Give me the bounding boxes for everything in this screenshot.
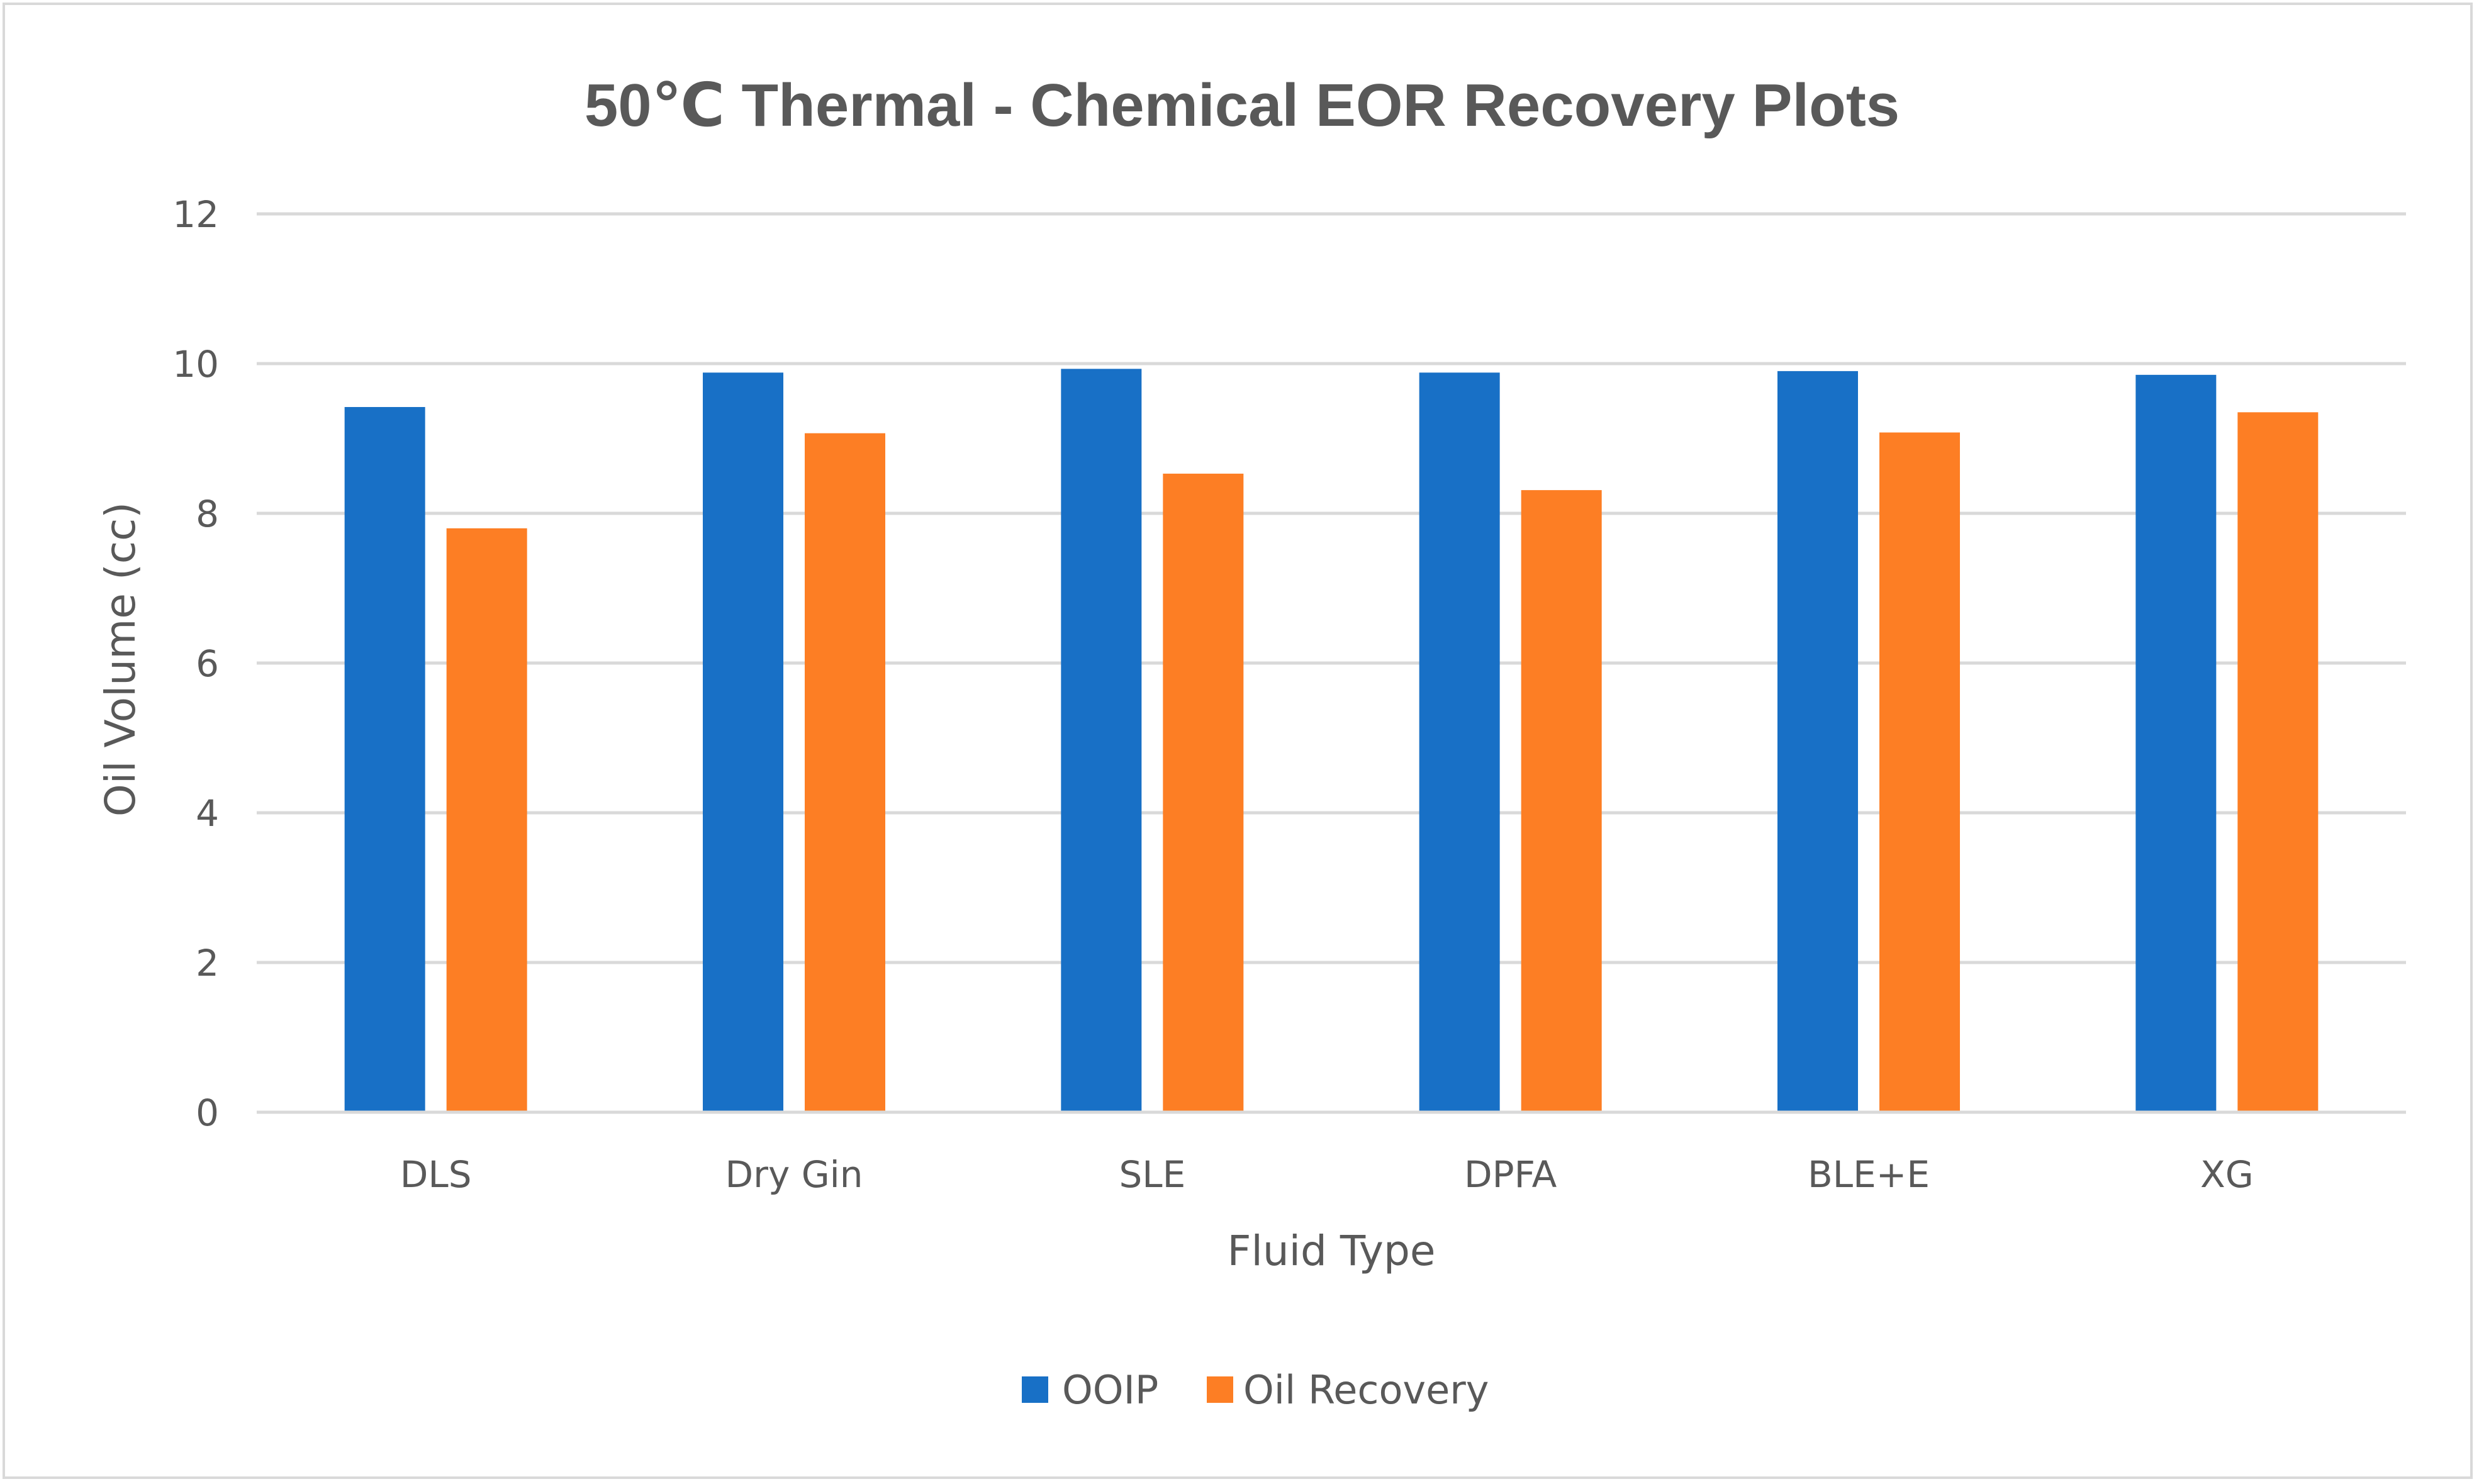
legend: OOIP Oil Recovery (1022, 1367, 1489, 1413)
y-tick-label: 2 (196, 942, 219, 985)
legend-label: Oil Recovery (1243, 1367, 1489, 1413)
bar-oil-recovery (1163, 473, 1244, 1112)
chart-frame: 50℃ Thermal - Chemical EOR Recovery Plot… (3, 3, 2473, 1479)
y-axis-title: Oil Volume (cc) (96, 502, 145, 817)
chart-svg: 50℃ Thermal - Chemical EOR Recovery Plot… (96, 72, 2406, 1413)
legend-label: OOIP (1062, 1367, 1158, 1413)
x-tick-label: Dry Gin (725, 1153, 863, 1196)
chart-title: 50℃ Thermal - Chemical EOR Recovery Plot… (585, 72, 1900, 139)
bar-ooip (344, 407, 425, 1112)
x-tick-label: DLS (400, 1153, 472, 1196)
gridlines (257, 212, 2406, 964)
bar-oil-recovery (1521, 490, 1602, 1112)
bar-ooip (1777, 371, 1858, 1112)
x-tick-labels: DLS Dry Gin SLE DPFA BLE+E XG (400, 1153, 2254, 1196)
y-tick-label: 4 (196, 792, 219, 835)
legend-swatch (1022, 1376, 1048, 1403)
bar-ooip (1061, 369, 1142, 1112)
bar-oil-recovery (2237, 412, 2319, 1112)
x-tick-label: XG (2200, 1153, 2254, 1196)
y-tick-label: 6 (196, 642, 219, 685)
y-tick-label: 12 (172, 193, 219, 236)
x-tick-label: BLE+E (1808, 1153, 1930, 1196)
bar-ooip (703, 372, 783, 1112)
bars (344, 369, 2319, 1113)
x-tick-label: SLE (1119, 1153, 1185, 1196)
bar-ooip (1419, 372, 1500, 1112)
x-tick-label: DPFA (1464, 1153, 1557, 1196)
bar-ooip (2135, 374, 2217, 1112)
y-tick-label: 0 (196, 1091, 219, 1134)
bar-oil-recovery (1879, 432, 1960, 1112)
legend-swatch (1207, 1376, 1233, 1403)
y-tick-label: 8 (196, 493, 219, 535)
y-tick-labels: 0 2 4 6 8 10 12 (172, 193, 219, 1134)
bar-oil-recovery (446, 528, 527, 1112)
y-tick-label: 10 (172, 343, 219, 386)
x-axis-title: Fluid Type (1228, 1227, 1436, 1275)
bar-oil-recovery (805, 433, 885, 1113)
